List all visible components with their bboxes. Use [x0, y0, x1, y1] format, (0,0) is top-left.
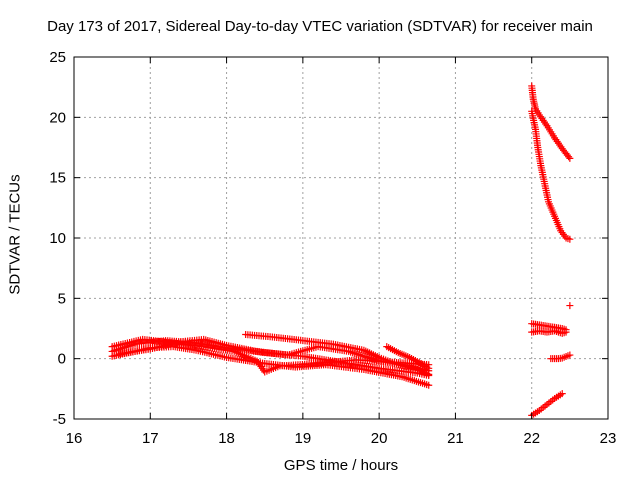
- data-point: [425, 381, 433, 389]
- data-points: [108, 82, 574, 419]
- data-point: [565, 153, 573, 161]
- data-point: [566, 235, 574, 243]
- x-axis-label: GPS time / hours: [283, 457, 399, 474]
- x-tick-label: 22: [523, 430, 540, 447]
- y-axis-label: SDTVAR / TECUs: [6, 174, 24, 295]
- y-tick-label: -5: [53, 411, 66, 428]
- data-point: [562, 328, 570, 336]
- y-tick-label: 10: [49, 230, 66, 247]
- axis-ticks: 16 17 18 19 20 21 22 23 -5 0 5 10 15 20 25: [49, 49, 616, 447]
- data-point: [558, 390, 566, 398]
- data-point: [425, 370, 433, 378]
- y-tick-label: 25: [49, 49, 66, 66]
- x-tick-label: 23: [600, 430, 617, 447]
- x-tick-label: 18: [218, 430, 235, 447]
- x-tick-label: 17: [142, 430, 159, 447]
- data-point: [425, 364, 433, 372]
- data-point: [566, 302, 574, 310]
- x-tick-label: 21: [447, 430, 464, 447]
- y-tick-label: 0: [58, 351, 66, 368]
- x-tick-label: 16: [66, 430, 83, 447]
- chart-title: Day 173 of 2017, Sidereal Day-to-day VTE…: [47, 18, 593, 35]
- x-tick-label: 19: [295, 430, 312, 447]
- data-point: [566, 351, 574, 359]
- y-tick-label: 15: [49, 170, 66, 187]
- y-tick-label: 20: [49, 109, 66, 126]
- x-tick-label: 20: [371, 430, 388, 447]
- y-tick-label: 5: [58, 290, 66, 307]
- data-point: [566, 154, 574, 162]
